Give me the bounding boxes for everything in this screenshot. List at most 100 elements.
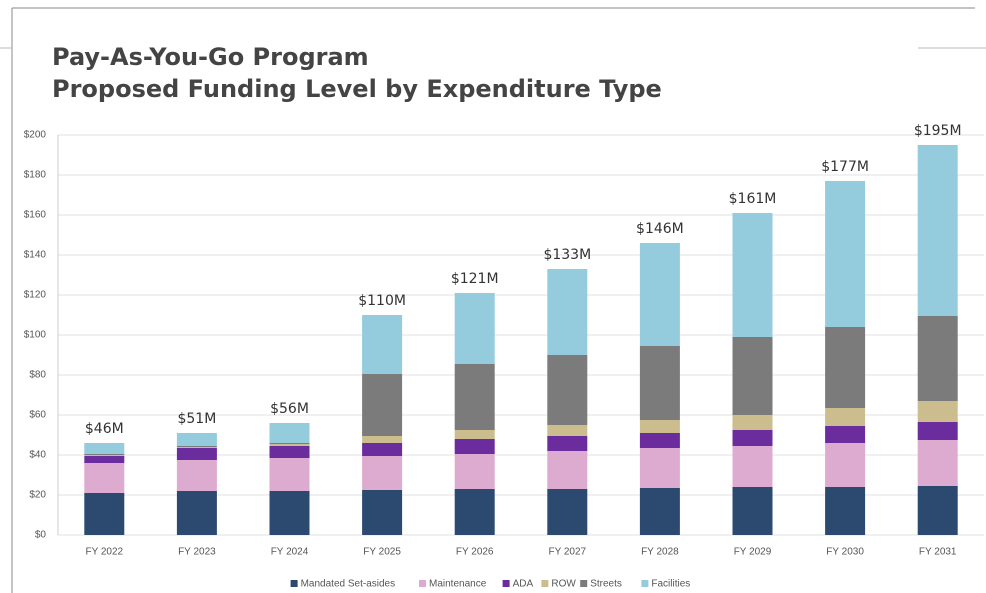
bar-segment: [176, 446, 217, 447]
y-tick-label: $180: [24, 170, 47, 181]
x-tick-label: FY 2031: [919, 547, 957, 558]
bar-segment: [84, 493, 125, 535]
bar-segment: [269, 444, 310, 446]
legend-swatch: [580, 580, 588, 587]
bar-segment: [732, 213, 773, 337]
bar-segment: [362, 490, 403, 535]
bar-segment: [84, 443, 125, 454]
total-label: $146M: [636, 221, 684, 237]
y-tick-label: $80: [29, 370, 46, 381]
chart-title: Pay-As-You-Go Program: [52, 43, 369, 71]
bar-segment: [547, 436, 588, 451]
bar-segment: [269, 491, 310, 535]
bar-segment: [639, 448, 680, 488]
bar-segment: [454, 489, 495, 535]
total-label: $121M: [451, 271, 499, 287]
bar-segment: [547, 489, 588, 535]
bar-segment: [176, 448, 217, 460]
legend-label: Streets: [590, 579, 622, 590]
bar-segment: [639, 243, 680, 346]
bar-segment: [917, 401, 958, 422]
legend-label: Maintenance: [429, 579, 487, 590]
bar-segment: [362, 374, 403, 436]
bar-segment: [825, 426, 866, 443]
x-tick-label: FY 2029: [734, 547, 772, 558]
bar-segment: [639, 420, 680, 433]
bar-segment: [84, 463, 125, 493]
bar-segment: [176, 447, 217, 448]
bar-segment: [176, 491, 217, 535]
bar-segment: [732, 487, 773, 535]
total-label: $56M: [270, 401, 309, 417]
bar-segment: [917, 145, 958, 316]
chart-subtitle: Proposed Funding Level by Expenditure Ty…: [52, 75, 662, 103]
legend-label: ROW: [551, 579, 576, 590]
bar-segment: [917, 422, 958, 440]
y-tick-label: $120: [24, 290, 47, 301]
bar-segment: [547, 451, 588, 489]
bar-segment: [732, 337, 773, 415]
y-tick-label: $200: [24, 130, 47, 141]
y-tick-label: $60: [29, 410, 46, 421]
total-label: $177M: [821, 159, 869, 175]
bar-segment: [269, 443, 310, 444]
bar-segment: [454, 454, 495, 489]
x-tick-label: FY 2022: [85, 547, 123, 558]
legend-swatch: [290, 580, 298, 587]
bar-segment: [176, 433, 217, 446]
bar-segment: [176, 460, 217, 491]
bar-segment: [825, 443, 866, 487]
bar-segment: [547, 425, 588, 436]
bar-segment: [84, 455, 125, 456]
bar-segment: [732, 446, 773, 487]
bar-segment: [362, 315, 403, 374]
bar-segment: [825, 181, 866, 327]
bar-segment: [917, 440, 958, 486]
bar-segment: [825, 487, 866, 535]
bar-segment: [269, 423, 310, 443]
x-tick-label: FY 2027: [548, 547, 586, 558]
y-tick-label: $140: [24, 250, 47, 261]
legend-swatch: [641, 580, 649, 587]
x-tick-label: FY 2026: [456, 547, 494, 558]
bar-segment: [639, 488, 680, 535]
y-tick-label: $100: [24, 330, 47, 341]
bar-segment: [917, 316, 958, 401]
y-tick-label: $160: [24, 210, 47, 221]
bar-segment: [732, 415, 773, 430]
bar-segment: [362, 436, 403, 443]
bar-segment: [547, 355, 588, 425]
legend-label: ADA: [513, 579, 534, 590]
bar-segment: [454, 364, 495, 430]
bar-segment: [917, 486, 958, 535]
bar-segment: [825, 327, 866, 408]
y-tick-label: $0: [35, 530, 47, 541]
bar-segment: [84, 456, 125, 463]
bar-segment: [454, 430, 495, 439]
bar-segment: [84, 454, 125, 455]
bar-segment: [269, 458, 310, 491]
total-label: $133M: [543, 247, 591, 263]
x-tick-label: FY 2023: [178, 547, 216, 558]
total-label: $195M: [914, 123, 962, 139]
total-label: $110M: [358, 293, 406, 309]
bar-segment: [547, 269, 588, 355]
bar-segment: [362, 456, 403, 490]
legend-swatch: [541, 580, 549, 587]
x-tick-label: FY 2025: [363, 547, 401, 558]
total-label: $161M: [729, 191, 777, 207]
bar-segment: [454, 439, 495, 454]
y-tick-label: $40: [29, 450, 46, 461]
legend-swatch: [419, 580, 426, 587]
x-tick-label: FY 2030: [826, 547, 864, 558]
bar-segment: [639, 433, 680, 448]
bar-segment: [732, 430, 773, 446]
legend-label: Facilities: [651, 579, 690, 590]
bar-segment: [639, 346, 680, 420]
bar-segment: [269, 446, 310, 458]
bar-segment: [825, 408, 866, 426]
bar-segment: [362, 443, 403, 456]
x-tick-label: FY 2028: [641, 547, 679, 558]
x-tick-label: FY 2024: [271, 547, 309, 558]
